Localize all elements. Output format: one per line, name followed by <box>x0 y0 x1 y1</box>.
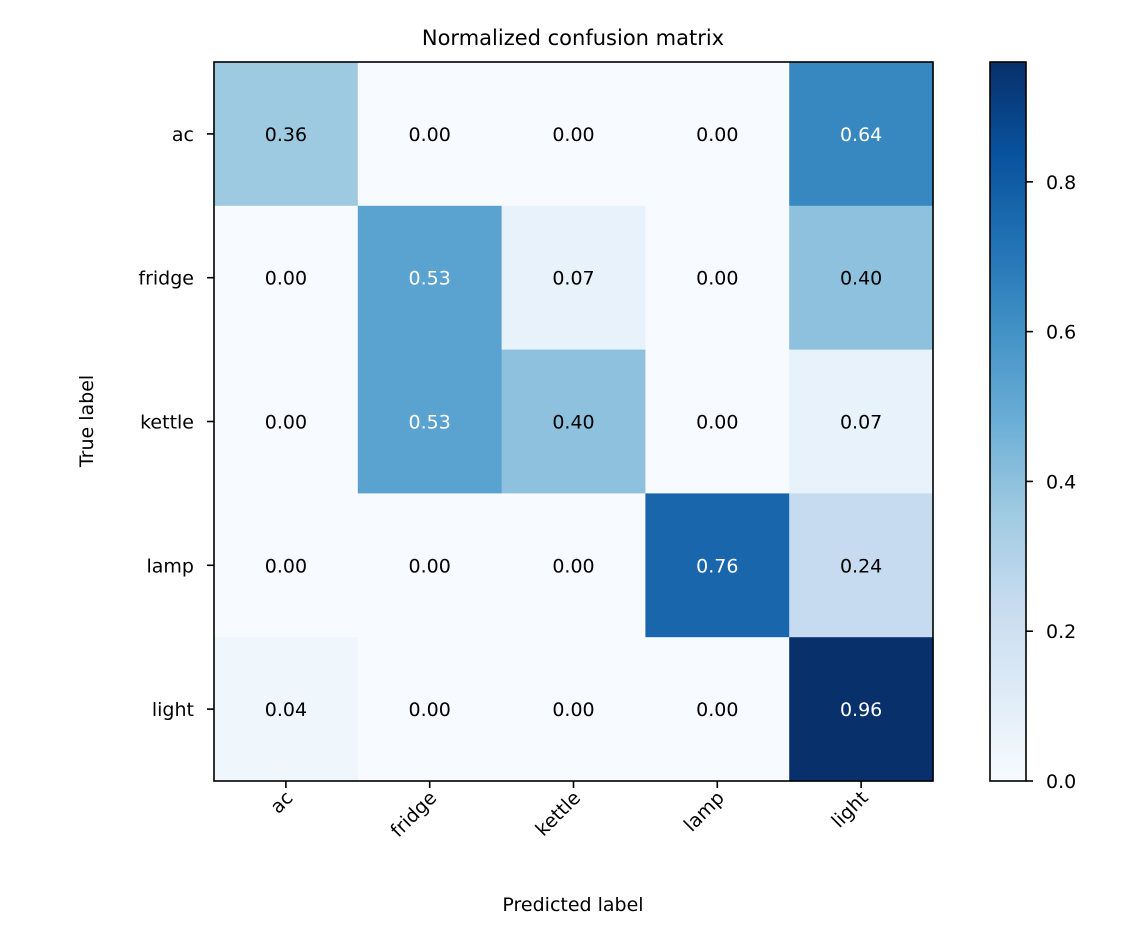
heatmap-cell-labels: 0.36 0.00 0.00 0.00 0.64 0.00 0.53 0.07 0.00 0.40… <box>265 124 883 721</box>
heatmap-cell <box>501 349 646 494</box>
cell-value-label: 0.00 <box>265 555 307 577</box>
colorbar-tick-label: 0.4 <box>1046 471 1076 493</box>
colorbar <box>989 61 1027 782</box>
heatmap-cell <box>501 205 646 351</box>
heatmap-cell <box>789 62 934 207</box>
colorbar-ticks: 0.0 0.2 0.4 0.6 0.8 <box>1026 172 1076 793</box>
heatmap-cell <box>501 637 646 782</box>
heatmap-cell <box>789 637 934 782</box>
colorbar-tick-label: 0.0 <box>1046 771 1076 793</box>
cell-value-label: 0.00 <box>265 268 307 290</box>
heatmap-cell <box>357 349 503 494</box>
cell-value-label: 0.00 <box>265 412 307 434</box>
heatmap-cell <box>501 62 646 207</box>
cell-value-label: 0.00 <box>409 124 451 146</box>
cell-value-label: 0.07 <box>840 412 882 434</box>
cell-value-label: 0.07 <box>552 268 594 290</box>
heatmap-cell <box>501 493 646 638</box>
chart-title: Normalized confusion matrix <box>422 26 724 50</box>
colorbar-tick-label: 0.6 <box>1046 322 1076 344</box>
colorbar-tick-label: 0.2 <box>1046 621 1076 643</box>
heatmap-cell <box>214 205 359 351</box>
colorbar-tick-label: 0.8 <box>1046 172 1076 194</box>
cell-value-label: 0.00 <box>552 699 594 721</box>
y-tick-label: fridge <box>138 268 194 290</box>
heatmap-cell <box>645 493 790 638</box>
cell-value-label: 0.64 <box>840 124 882 146</box>
cell-value-label: 0.36 <box>265 124 307 146</box>
cell-value-label: 0.04 <box>265 699 307 721</box>
y-axis-label: True label <box>76 375 98 468</box>
cell-value-label: 0.76 <box>696 555 738 577</box>
cell-value-label: 0.53 <box>409 412 451 434</box>
y-tick-label: kettle <box>140 412 194 434</box>
cell-value-label: 0.96 <box>840 699 882 721</box>
heatmap-cell <box>789 205 934 351</box>
heatmap-cell <box>645 62 790 207</box>
x-axis-label: Predicted label <box>502 894 643 916</box>
cell-value-label: 0.00 <box>696 124 738 146</box>
heatmap-cell <box>214 62 359 207</box>
heatmap-cell <box>214 637 359 782</box>
heatmap-cell <box>357 205 503 351</box>
cell-value-label: 0.24 <box>840 555 882 577</box>
y-tick-label: light <box>152 699 194 721</box>
cell-value-label: 0.53 <box>409 268 451 290</box>
heatmap-cell <box>214 493 359 638</box>
y-axis-ticks: ac fridge kettle lamp light <box>138 124 214 721</box>
heatmap-cell <box>214 349 359 494</box>
heatmap-cells <box>214 62 934 782</box>
heatmap-cell <box>645 349 790 494</box>
cell-value-label: 0.40 <box>552 412 594 434</box>
heatmap-cell <box>357 637 503 782</box>
cell-value-label: 0.00 <box>696 699 738 721</box>
heatmap-cell <box>357 493 503 638</box>
cell-value-label: 0.00 <box>409 555 451 577</box>
heatmap-cell <box>645 637 790 782</box>
cell-value-label: 0.00 <box>696 268 738 290</box>
cell-value-label: 0.00 <box>696 412 738 434</box>
heatmap-cell <box>645 205 790 351</box>
cell-value-label: 0.40 <box>840 268 882 290</box>
heatmap-cell <box>789 493 934 638</box>
heatmap-cell <box>357 62 503 207</box>
cell-value-label: 0.00 <box>552 555 594 577</box>
cell-value-label: 0.00 <box>552 124 594 146</box>
cell-value-label: 0.00 <box>409 699 451 721</box>
y-tick-label: ac <box>172 124 194 146</box>
y-tick-label: lamp <box>147 555 195 577</box>
heatmap-cell <box>789 349 934 494</box>
